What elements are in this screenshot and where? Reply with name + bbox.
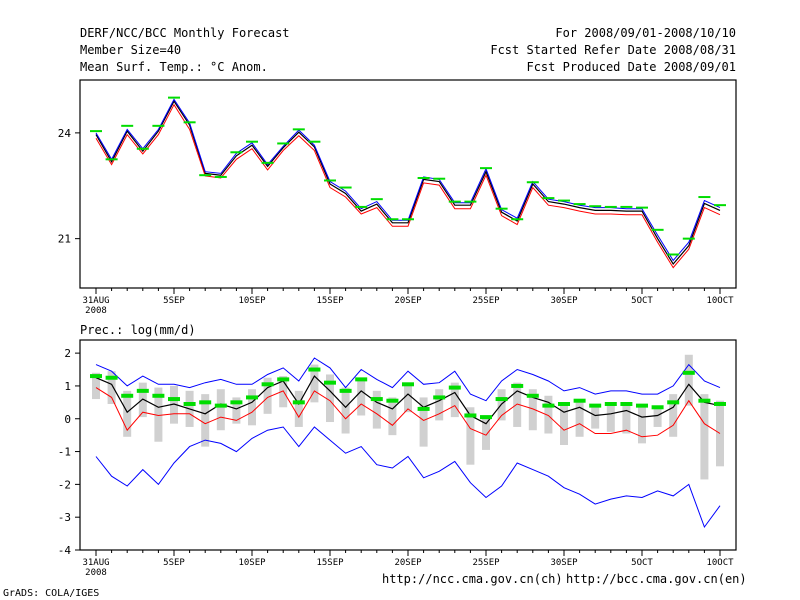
prec-y-tick-label: 0 [64,413,71,426]
temp-x-tick-label: 31AUG [82,296,109,306]
prec-spread-bar [357,377,366,416]
temp-x-tick-label: 10OCT [706,296,734,306]
prec-spread-bar [466,407,475,465]
url-bcc[interactable]: http://bcc.cma.gov.cn(en) [566,572,747,586]
prec-spread-bar [326,374,334,423]
prec-x-tick-label: 5OCT [631,558,653,568]
prec-spread-bar [404,382,412,413]
temp-x-tick-label: 20SEP [394,296,422,306]
prec-x-tick-label: 30SEP [550,558,578,568]
prec-series-lower-bound-line [95,426,721,529]
temp-series-ensemble-mean [95,100,721,266]
temp-y-tick-label: 24 [58,127,72,140]
member-size: Member Size=40 [80,43,182,57]
prec-spread-bar [170,385,178,424]
prec-spread-bar [154,387,163,442]
prec-spread-bar [419,397,428,447]
prec-spread-bar [638,407,646,444]
prec-spread-bar [310,364,319,403]
produced-date: Fcst Produced Date 2008/09/01 [526,60,736,74]
temp-series-upper-line [95,98,721,262]
prec-spread-bar [341,387,350,434]
prec-y-tick-label: 2 [64,347,71,360]
prec-spread-bar [450,382,459,418]
forecast-period: For 2008/09/01-2008/10/10 [555,26,736,40]
grads-credit: GrADS: COLA/IGES [3,588,100,599]
prec-spread-bar [669,394,678,437]
prec-spread-bar [372,390,381,429]
prec-spread-bar [684,354,693,406]
prec-panel-title: Prec.: log(mm/d) [80,323,196,337]
prec-spread-bar [216,389,225,431]
prec-x-year-label: 2008 [85,568,107,578]
url-ncc[interactable]: http://ncc.cma.gov.cn(ch) [382,572,563,586]
prec-spread-bar [388,397,397,436]
prec-y-tick-label: -2 [58,478,71,491]
prec-x-tick-label: 20SEP [394,558,422,568]
prec-series-ensemble-mean [95,375,721,425]
temp-x-tick-label: 25SEP [472,296,500,306]
prec-spread-bar [716,400,724,467]
prec-spread-bar [606,403,615,432]
prec-spread-bar [294,390,303,427]
temp-x-tick-label: 10SEP [238,296,266,306]
temp-series-lower-line [95,103,721,269]
prec-y-tick-label: -3 [58,511,71,524]
prec-spread-bar [482,417,490,450]
prec-y-tick-label: -4 [58,544,72,557]
temp-x-tick-label: 15SEP [316,296,344,306]
prec-spread-bar [435,389,444,421]
prec-spread-bar [560,403,568,445]
prec-x-tick-label: 5SEP [163,558,185,568]
temp-x-tick-label: 30SEP [550,296,578,306]
chart-title: DERF/NCC/BCC Monthly Forecast [80,26,290,40]
prec-spread-bar [513,382,522,427]
prec-spread-bar [544,395,553,434]
prec-x-tick-label: 25SEP [472,558,500,568]
variable-label: Mean Surf. Temp.: °C Anom. [80,60,268,74]
prec-spread-bar [263,377,272,414]
temp-x-tick-label: 5OCT [631,296,653,306]
prec-spread-bar [248,389,256,426]
prec-spread-bar [528,389,537,431]
prec-spread-bar [653,407,662,427]
prec-spread-bar [591,403,600,429]
prec-spread-bar [232,397,241,424]
prec-x-tick-label: 31AUG [82,558,109,568]
prec-spread-bar [123,390,132,437]
prec-series-lower-line [95,387,721,438]
prec-y-tick-label: -1 [58,446,71,459]
prec-x-tick-label: 10OCT [706,558,734,568]
prec-spread-bar [575,400,584,437]
refer-date: Fcst Started Refer Date 2008/08/31 [490,43,736,57]
temp-y-tick-label: 21 [58,233,71,246]
prec-spread-bar [700,394,709,480]
prec-spread-bar [92,372,100,400]
temp-x-year-label: 2008 [85,306,107,316]
prec-x-tick-label: 15SEP [316,558,344,568]
prec-spread-bar [622,402,631,434]
prec-spread-bar [107,371,116,404]
temp-x-tick-label: 5SEP [163,296,185,306]
prec-x-tick-label: 10SEP [238,558,266,568]
prec-series-upper-line [95,357,721,402]
prec-spread-bar [201,394,210,447]
prec-y-tick-label: 1 [64,380,71,393]
